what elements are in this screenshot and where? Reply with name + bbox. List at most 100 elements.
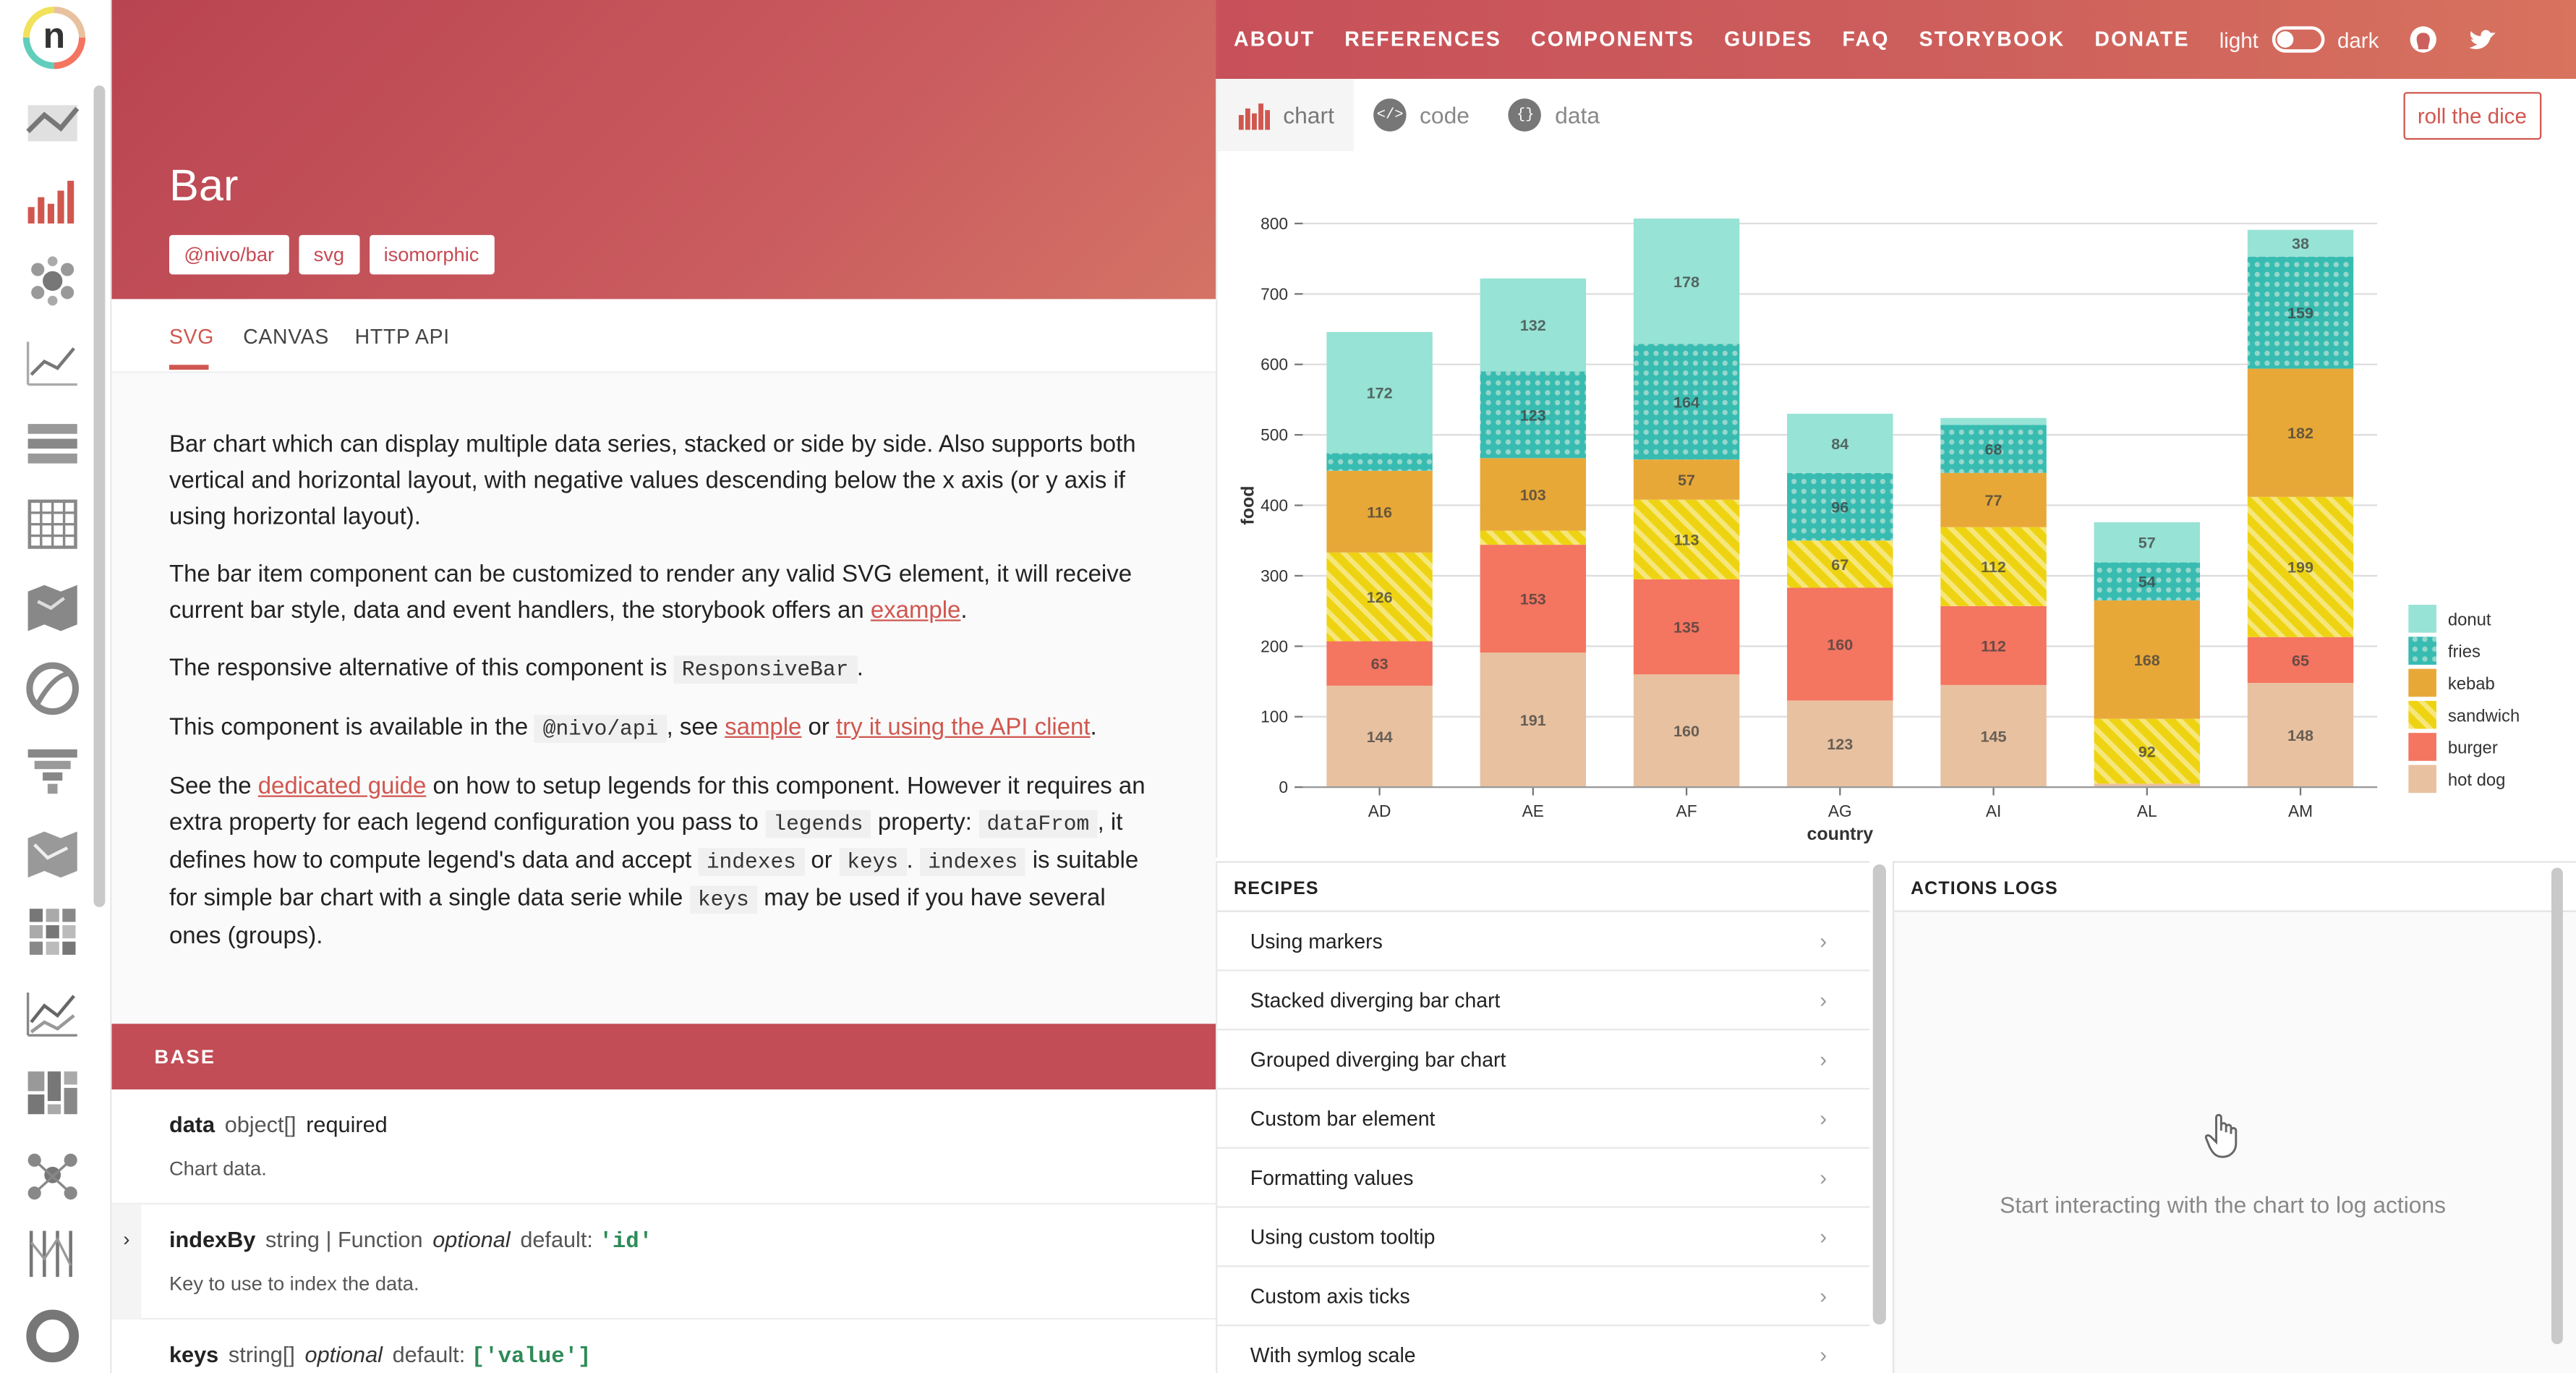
- recipe-item[interactable]: Custom axis ticks ›: [1217, 1267, 1870, 1327]
- bar-value-label[interactable]: 116: [1367, 503, 1392, 521]
- bar-value-label[interactable]: 38: [2292, 234, 2309, 252]
- bar-chart-icon[interactable]: [25, 174, 80, 230]
- line-chart-icon[interactable]: [25, 986, 80, 1042]
- bar-fries[interactable]: [1326, 453, 1433, 471]
- bar-hot-dog[interactable]: [1940, 684, 2047, 788]
- bar-fries[interactable]: [2094, 562, 2201, 601]
- heatmap-icon[interactable]: [25, 904, 80, 959]
- bar-hot-dog[interactable]: [2094, 783, 2201, 788]
- sample-link[interactable]: sample: [725, 715, 802, 741]
- bar-value-label[interactable]: 168: [2134, 651, 2160, 669]
- bar-value-label[interactable]: 57: [1678, 471, 1695, 489]
- bar-donut[interactable]: [2247, 229, 2354, 257]
- bar-value-label[interactable]: 68: [1985, 441, 2003, 459]
- nav-storybook[interactable]: STORYBOOK: [1919, 27, 2065, 51]
- bar-kebab[interactable]: [2094, 600, 2201, 719]
- bar-value-label[interactable]: 172: [1367, 384, 1393, 402]
- bar-kebab[interactable]: [2247, 368, 2354, 497]
- bar-value-label[interactable]: 164: [1673, 393, 1699, 411]
- network-icon[interactable]: [25, 1147, 80, 1203]
- bar-value-label[interactable]: 57: [2138, 534, 2156, 552]
- nav-references[interactable]: REFERENCES: [1344, 27, 1502, 51]
- bar-burger[interactable]: [1940, 605, 2047, 685]
- recipes-scrollbar[interactable]: [1872, 864, 1886, 1325]
- bar-burger[interactable]: [1326, 641, 1433, 686]
- recipe-item[interactable]: With symlog scale ›: [1217, 1326, 1869, 1373]
- bar-sandwich[interactable]: [2094, 718, 2201, 784]
- bar-burger[interactable]: [1787, 587, 1893, 701]
- bar-donut[interactable]: [1787, 413, 1893, 473]
- logs-scrollbar[interactable]: [2551, 867, 2563, 1345]
- dedicated-guide-link[interactable]: dedicated guide: [257, 773, 427, 801]
- bar-value-label[interactable]: 54: [2138, 573, 2156, 591]
- prop-index-by[interactable]: › indexBy string | Function optional defaul…: [111, 1204, 1216, 1320]
- bar-value-label[interactable]: 103: [1520, 485, 1546, 503]
- tab-code[interactable]: </> code: [1354, 79, 1489, 151]
- bullet-icon[interactable]: [25, 414, 80, 469]
- marimekko-icon[interactable]: [25, 1065, 80, 1121]
- bar-fries[interactable]: [1940, 425, 2047, 473]
- tab-canvas[interactable]: CANVAS: [243, 325, 329, 349]
- bar-kebab[interactable]: [1633, 459, 1740, 500]
- bar-donut[interactable]: [1633, 218, 1740, 344]
- bar-value-label[interactable]: 182: [2287, 424, 2313, 442]
- bar-value-label[interactable]: 178: [1673, 273, 1699, 291]
- bar-hot-dog[interactable]: [1326, 685, 1433, 788]
- roll-dice-button[interactable]: roll the dice: [2402, 92, 2542, 140]
- bar-value-label[interactable]: 160: [1673, 722, 1699, 740]
- bar-burger[interactable]: [1633, 579, 1740, 675]
- nav-guides[interactable]: GUIDES: [1724, 27, 1813, 51]
- bar-kebab[interactable]: [1480, 458, 1587, 531]
- github-icon[interactable]: [2408, 25, 2438, 54]
- bar-value-label[interactable]: 135: [1673, 619, 1699, 637]
- bar-fries[interactable]: [1633, 344, 1740, 460]
- recipe-item[interactable]: Using custom tooltip ›: [1217, 1208, 1870, 1267]
- recipe-item[interactable]: Using markers ›: [1217, 912, 1870, 972]
- bar-value-label[interactable]: 132: [1520, 316, 1546, 334]
- bar-sandwich[interactable]: [1480, 530, 1587, 545]
- geomap-icon[interactable]: [25, 825, 80, 880]
- bar-kebab[interactable]: [1940, 472, 2047, 527]
- recipe-item[interactable]: Stacked diverging bar chart ›: [1217, 972, 1870, 1031]
- calendar-icon[interactable]: [25, 496, 80, 552]
- tab-data[interactable]: {} data: [1489, 79, 1619, 151]
- bar-fries[interactable]: [2247, 256, 2354, 369]
- bar-hot-dog[interactable]: [1787, 700, 1893, 788]
- api-client-link[interactable]: try it using the API client: [835, 715, 1091, 741]
- tab-chart[interactable]: chart: [1217, 79, 1355, 151]
- example-link[interactable]: example: [870, 598, 961, 625]
- bar-value-label[interactable]: 160: [1827, 635, 1853, 653]
- bar-value-label[interactable]: 112: [1981, 558, 2006, 576]
- bar-sandwich[interactable]: [1787, 540, 1893, 588]
- bar-sandwich[interactable]: [1940, 527, 2047, 606]
- bar-value-label[interactable]: 63: [1371, 655, 1389, 673]
- theme-switch[interactable]: [2272, 26, 2324, 53]
- bar-value-label[interactable]: 113: [1674, 531, 1699, 549]
- recipe-item[interactable]: Grouped diverging bar chart ›: [1217, 1030, 1870, 1090]
- bar-value-label[interactable]: 92: [2138, 742, 2156, 760]
- recipe-item[interactable]: Formatting values ›: [1217, 1149, 1870, 1208]
- line-icon[interactable]: [25, 335, 80, 391]
- sidebar-scrollbar[interactable]: [93, 85, 106, 907]
- bar-sandwich[interactable]: [2247, 496, 2354, 637]
- bar-value-label[interactable]: 191: [1520, 711, 1546, 729]
- bar-fries[interactable]: [1480, 371, 1587, 459]
- bar-value-label[interactable]: 96: [1831, 498, 1848, 516]
- bar-donut[interactable]: [1326, 331, 1433, 454]
- area-bump-icon[interactable]: [25, 95, 80, 151]
- funnel-icon[interactable]: [25, 743, 80, 799]
- prop-keys[interactable]: keys string[] optional default: ['value']: [111, 1319, 1216, 1373]
- bar-hot-dog[interactable]: [1480, 653, 1587, 788]
- bar-value-label[interactable]: 199: [2287, 558, 2313, 577]
- tab-svg[interactable]: SVG: [169, 325, 215, 349]
- bar-burger[interactable]: [1480, 545, 1587, 653]
- tag-package[interactable]: @nivo/bar: [169, 234, 289, 275]
- chord-icon[interactable]: [25, 660, 80, 716]
- nav-about[interactable]: ABOUT: [1234, 27, 1315, 51]
- bar-value-label[interactable]: 77: [1985, 491, 2003, 509]
- bar-value-label[interactable]: 67: [1831, 556, 1848, 574]
- bar-value-label[interactable]: 159: [2287, 304, 2313, 322]
- pie-icon[interactable]: [25, 1308, 80, 1364]
- bar-value-label[interactable]: 123: [1520, 406, 1546, 424]
- bar-value-label[interactable]: 84: [1831, 435, 1848, 453]
